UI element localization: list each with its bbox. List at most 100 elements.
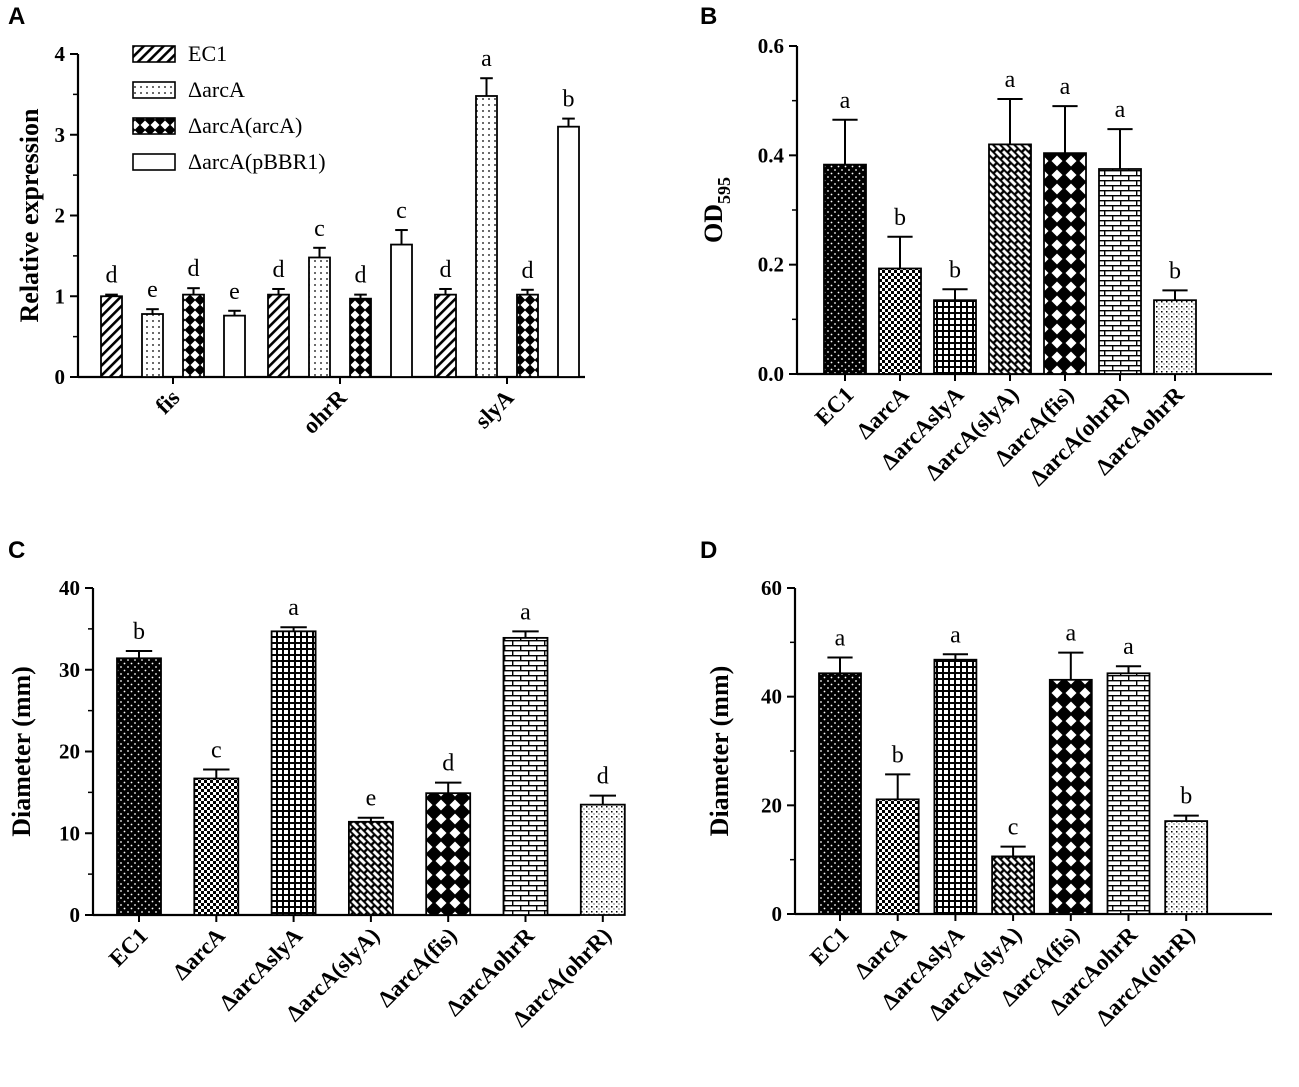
panel-b: B0.00.20.40.6OD595aEC1bΔarcAbΔarcAslyAaΔ…	[699, 3, 1272, 491]
significance-letter: a	[835, 626, 846, 652]
y-axis-label-main: OD	[699, 204, 728, 243]
y-tick-label: 0.0	[758, 362, 784, 386]
bar	[267, 293, 290, 378]
bar	[1106, 672, 1151, 915]
bar	[1164, 820, 1209, 915]
y-tick-label: 40	[59, 576, 80, 600]
bar	[1048, 678, 1093, 915]
bar	[557, 125, 580, 378]
bar	[1153, 299, 1197, 375]
significance-letter: d	[273, 257, 285, 283]
bar	[116, 657, 162, 916]
y-tick-label: 10	[59, 821, 80, 845]
x-tick-label: slyA	[470, 385, 519, 434]
legend-label: EC1	[188, 41, 227, 66]
y-tick-label: 0	[55, 365, 66, 389]
significance-letter: b	[1169, 258, 1181, 284]
significance-letter: b	[563, 87, 575, 113]
y-tick-label: 0	[70, 903, 81, 927]
significance-letter: a	[1123, 634, 1134, 660]
x-tick-label: fis	[151, 385, 185, 419]
bar	[1043, 152, 1087, 375]
bar	[875, 798, 920, 915]
significance-letter: b	[892, 742, 904, 768]
y-tick-label: 20	[59, 740, 80, 764]
significance-letter: e	[147, 277, 158, 303]
significance-letter: d	[440, 257, 452, 283]
significance-letter: d	[355, 263, 367, 289]
significance-letter: d	[597, 764, 609, 790]
significance-letter: c	[211, 737, 222, 763]
legend-swatch	[132, 81, 176, 99]
significance-letter: a	[1065, 621, 1076, 647]
bar	[818, 672, 862, 915]
panel-label: D	[700, 537, 717, 564]
legend-swatch	[132, 153, 176, 171]
significance-letter: a	[1115, 97, 1126, 123]
y-tick-label: 0.4	[758, 143, 785, 167]
bar	[425, 792, 472, 916]
significance-letter: a	[1060, 74, 1071, 100]
y-axis-label: Diameter (mm)	[7, 666, 36, 837]
x-tick-label: ΔarcA	[168, 923, 230, 985]
y-axis-label: Diameter (mm)	[705, 666, 734, 837]
significance-letter: a	[840, 88, 851, 114]
x-tick-label: EC1	[810, 382, 858, 430]
legend-swatch	[132, 45, 176, 63]
bar	[516, 293, 539, 378]
y-tick-label: 0.2	[758, 253, 784, 277]
significance-letter: e	[229, 279, 240, 305]
significance-letter: b	[133, 619, 145, 645]
y-tick-label: 3	[55, 123, 66, 147]
legend-label: ΔarcA(arcA)	[188, 113, 302, 138]
y-axis-label: Relative expression	[15, 108, 44, 323]
bar	[434, 293, 457, 378]
bar	[347, 820, 394, 916]
significance-letter: c	[396, 198, 407, 224]
panel-label: A	[8, 3, 25, 30]
significance-letter: d	[442, 751, 454, 777]
y-axis-label: OD595	[699, 177, 734, 243]
significance-letter: b	[894, 205, 906, 231]
y-tick-label: 4	[55, 42, 66, 66]
bar	[1098, 168, 1142, 375]
bar	[308, 256, 331, 378]
bar	[933, 658, 978, 915]
bar	[991, 855, 1035, 915]
x-tick-label: EC1	[104, 923, 152, 971]
significance-letter: a	[520, 599, 531, 625]
bar	[988, 143, 1032, 375]
bar	[475, 95, 498, 378]
significance-letter: b	[949, 257, 961, 283]
significance-letter: c	[1008, 815, 1019, 841]
significance-letter: a	[1005, 67, 1016, 93]
y-tick-label: 20	[761, 793, 782, 817]
significance-letter: d	[188, 256, 200, 282]
bar	[878, 267, 922, 375]
bar	[823, 163, 867, 375]
bar	[100, 295, 123, 378]
x-tick-label: ohrR	[298, 385, 352, 439]
y-axis-label-subscript: 595	[714, 177, 734, 204]
bar	[579, 803, 626, 916]
bar	[390, 243, 413, 378]
bar	[502, 636, 549, 916]
bar	[193, 777, 240, 916]
panel-label: B	[700, 3, 717, 30]
significance-letter: d	[522, 258, 534, 284]
y-tick-label: 0.6	[758, 34, 784, 58]
significance-letter: a	[481, 46, 492, 72]
panel-a: A 0 1 2 3 4 Relative expression d e d e fis d c d c ohrR…	[8, 3, 585, 439]
bar	[933, 299, 977, 375]
y-tick-label: 30	[59, 658, 80, 682]
y-tick-label: 40	[761, 685, 782, 709]
significance-letter: d	[106, 263, 118, 289]
significance-letter: b	[1180, 784, 1192, 810]
bar	[223, 314, 246, 378]
bar	[182, 293, 205, 378]
legend-label: ΔarcA	[188, 77, 245, 102]
y-tick-label: 0	[772, 902, 783, 926]
